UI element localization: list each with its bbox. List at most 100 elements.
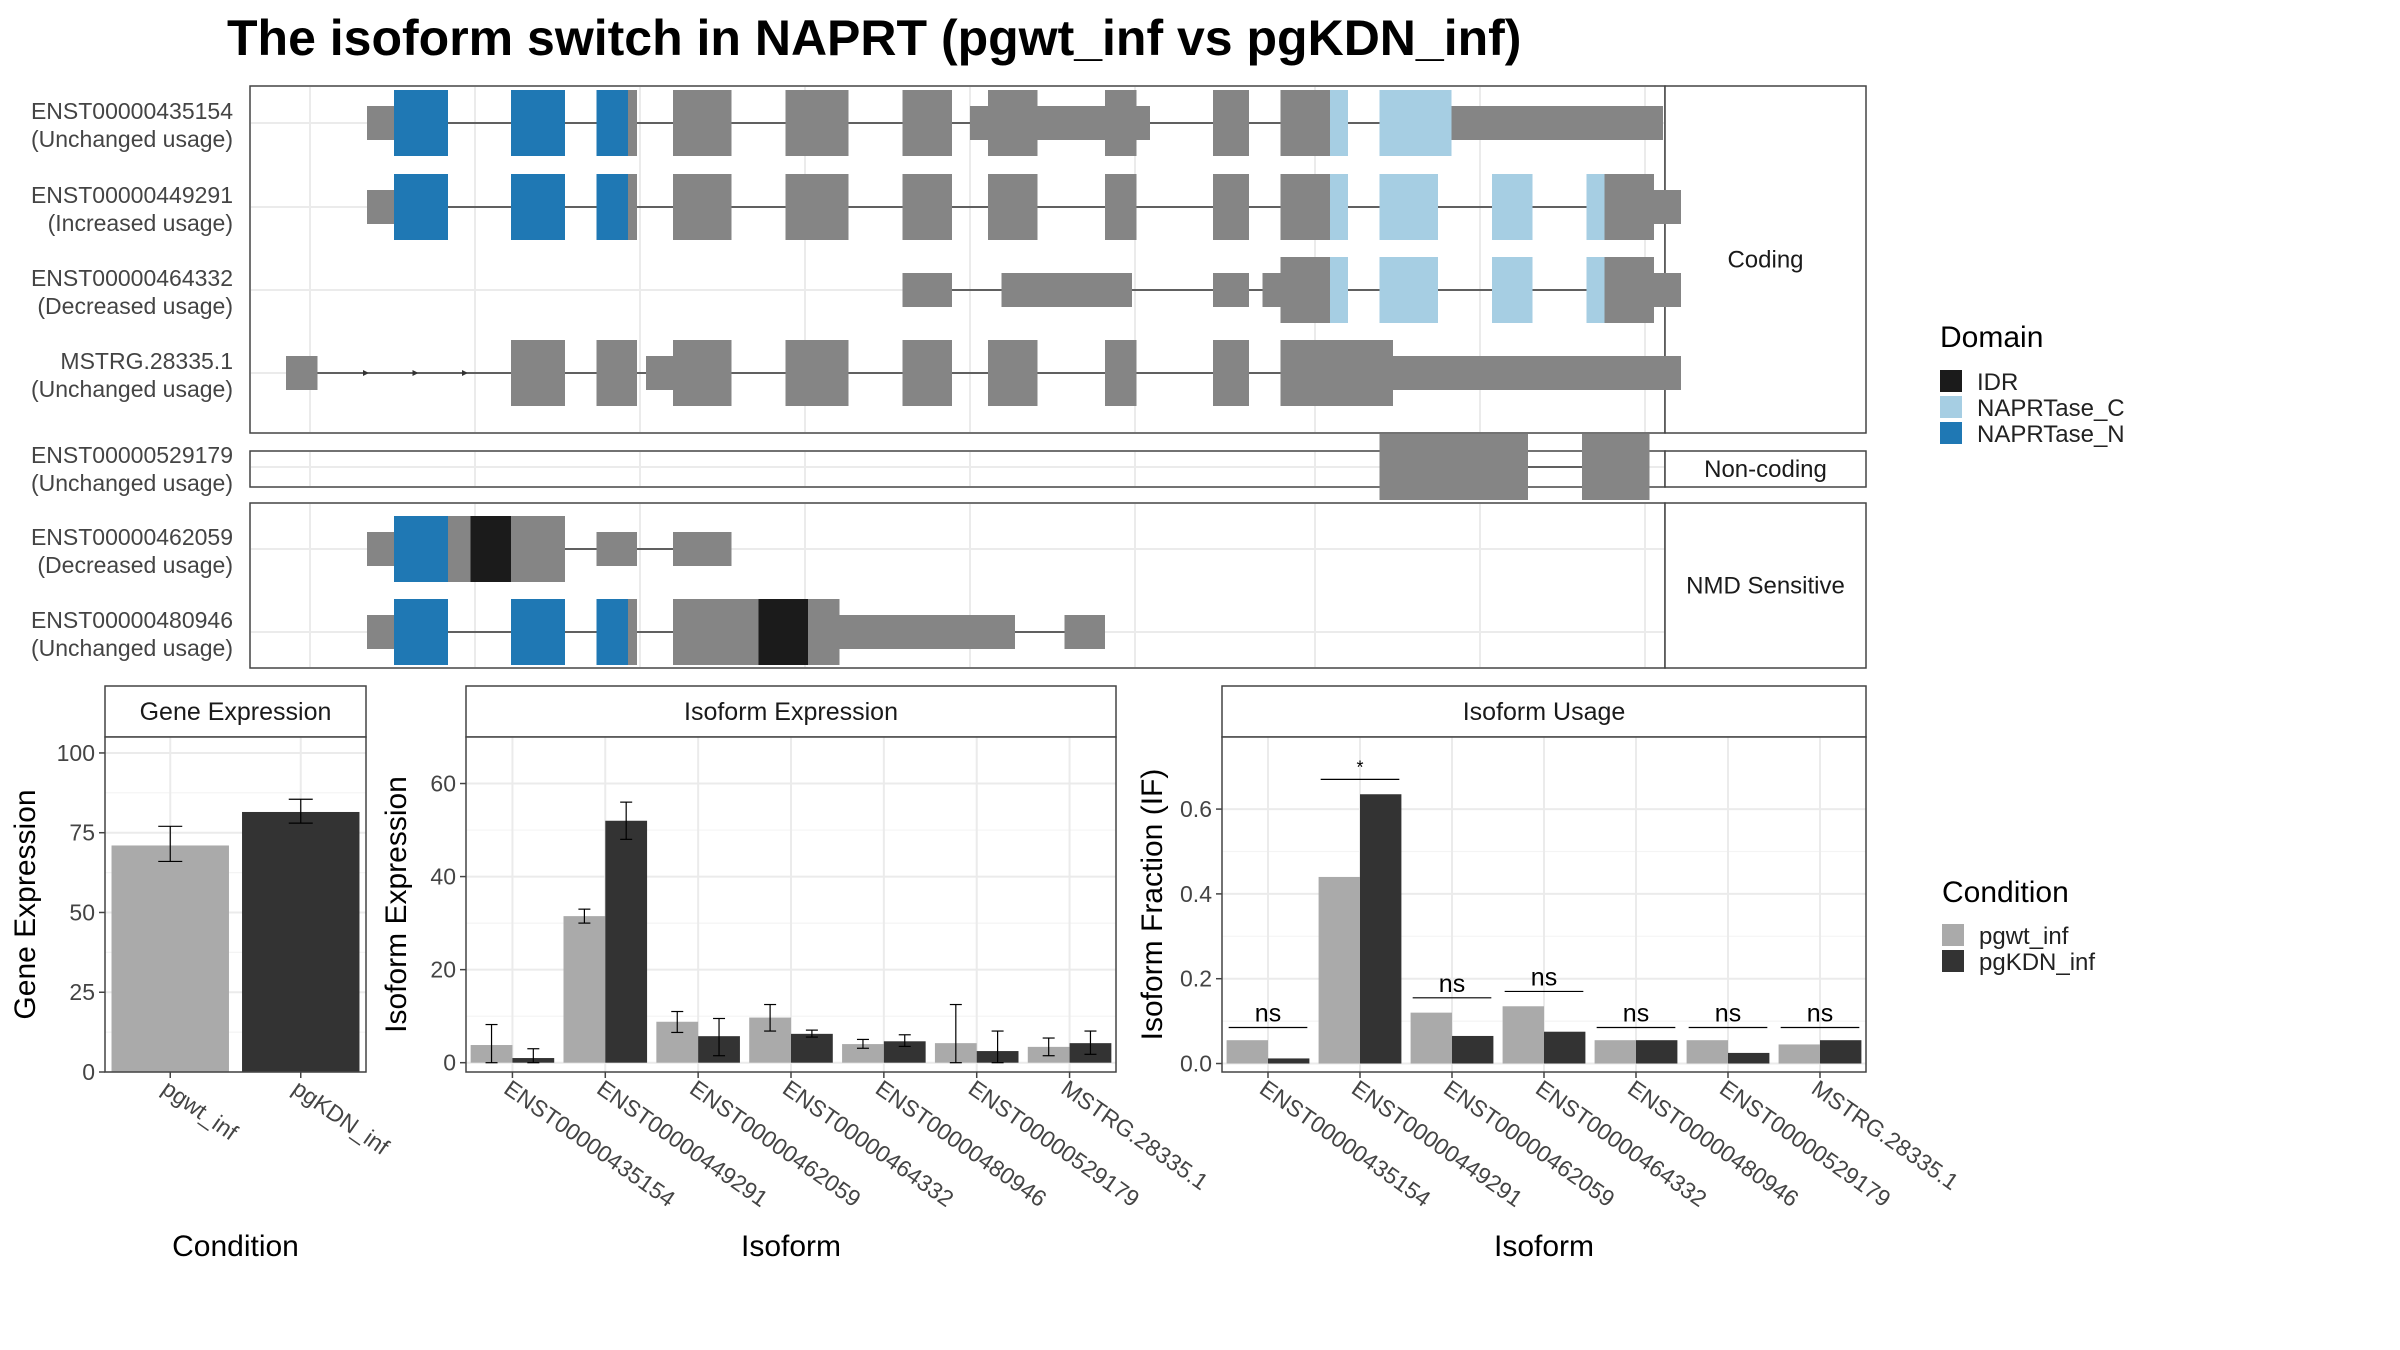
x-tick-label: ENST00000480946 — [871, 1075, 1051, 1212]
domain-block-NAPRTase_C — [1492, 174, 1533, 240]
domain-block-NAPRTase_N — [596, 599, 628, 665]
y-axis-title: Gene Expression — [9, 789, 42, 1019]
bar-pgwt_inf — [1594, 1040, 1636, 1064]
utr-block — [839, 615, 1015, 649]
transcript-usage: (Unchanged usage) — [31, 376, 233, 402]
facet-strip-label: NMD Sensitive — [1686, 573, 1845, 600]
transcript-id: ENST00000464332 — [31, 265, 233, 291]
utr-block — [1262, 273, 1281, 307]
bar-pgKDN_inf — [1728, 1052, 1770, 1064]
condition-legend-title: Condition — [1942, 876, 2069, 909]
exon-block — [1213, 174, 1249, 240]
domain-block-NAPRTase_N — [394, 90, 448, 156]
x-tick-label: ENST00000464332 — [1531, 1075, 1711, 1212]
exon-block — [628, 90, 637, 156]
exon-block — [673, 90, 732, 156]
bar-pgKDN_inf — [605, 820, 648, 1063]
exon-block — [448, 516, 471, 582]
transcript-id: ENST00000449291 — [31, 182, 233, 208]
exon-block — [1280, 340, 1393, 406]
domain-block-NAPRTase_N — [596, 90, 628, 156]
facet-strip-2 — [1664, 450, 1867, 488]
x-tick-label: ENST00000462059 — [685, 1075, 865, 1212]
x-tick-label: pgKDN_inf — [288, 1075, 395, 1160]
bar-pgKDN_inf — [1452, 1035, 1494, 1064]
exon-block — [1280, 174, 1330, 240]
y-tick-label: 0.6 — [1180, 796, 1212, 822]
bar-pgKDN_inf — [1268, 1058, 1310, 1064]
domain-block-IDR — [758, 599, 808, 665]
panel-strip — [1221, 685, 1867, 738]
exon-block — [511, 516, 565, 582]
domain-block-NAPRTase_N — [596, 174, 628, 240]
plot-frame — [104, 736, 367, 1073]
legend-key-pgKDN_inf — [1942, 950, 1964, 972]
significance-label: ns — [1531, 963, 1557, 991]
exon-block — [673, 174, 732, 240]
bar-pgwt_inf — [1318, 876, 1360, 1064]
legend-key-IDR — [1940, 370, 1962, 392]
utr-block — [1213, 273, 1249, 307]
domain-block-NAPRTase_C — [1379, 257, 1438, 323]
y-tick-label: 40 — [430, 864, 456, 890]
y-tick-label: 0.2 — [1180, 966, 1212, 992]
exon-block — [673, 340, 732, 406]
exon-block — [1213, 340, 1249, 406]
exon-block — [988, 90, 1038, 156]
panel-strip-label: Gene Expression — [140, 698, 332, 726]
utr-block — [902, 273, 952, 307]
bar-pgwt_inf — [842, 1044, 884, 1063]
bar-pgwt_inf — [1778, 1044, 1820, 1064]
y-tick-label: 75 — [69, 820, 95, 846]
x-tick-label: ENST00000462059 — [1439, 1075, 1619, 1212]
facet-strip-3 — [1664, 502, 1867, 669]
y-tick-label: 50 — [69, 899, 95, 925]
x-tick-label: ENST00000529179 — [964, 1075, 1144, 1212]
significance-label: ns — [1807, 999, 1833, 1027]
y-tick-label: 60 — [430, 771, 456, 797]
utr-block — [673, 532, 732, 566]
bar-pgKDN_inf — [1820, 1040, 1862, 1064]
exon-block — [785, 90, 849, 156]
utr-block — [596, 532, 637, 566]
exon-block — [628, 599, 637, 665]
x-tick-label: ENST00000435154 — [500, 1075, 681, 1212]
domain-block-NAPRTase_C — [1379, 90, 1452, 156]
domain-block-NAPRTase_C — [1330, 174, 1348, 240]
exon-block — [628, 174, 637, 240]
exon-block — [902, 340, 952, 406]
domain-block-NAPRTase_C — [1492, 257, 1533, 323]
utr-block — [1451, 106, 1663, 140]
facet-strip-label: Non-coding — [1704, 456, 1827, 483]
significance-label: ns — [1623, 999, 1649, 1027]
domain-block-NAPRTase_N — [394, 516, 448, 582]
transcript-id: MSTRG.28335.1 — [60, 348, 233, 374]
y-tick-label: 0.4 — [1180, 881, 1212, 907]
transcript-usage: (Decreased usage) — [37, 293, 233, 319]
exon-block — [902, 90, 952, 156]
legend-key-pgwt_inf — [1942, 924, 1964, 946]
x-tick-label: MSTRG.28335.1 — [1807, 1075, 1963, 1195]
bar-charts: Gene Expression 0 25 50 75 100 pgwt_inf pgKDN_i… — [9, 685, 1963, 1263]
exon-block — [785, 174, 849, 240]
legend-label: NAPRTase_N — [1977, 421, 2125, 448]
domain-block-NAPRTase_C — [1330, 90, 1348, 156]
strand-arrow — [412, 370, 419, 376]
significance-label: ns — [1255, 999, 1281, 1027]
transcript-id: ENST00000462059 — [31, 524, 233, 550]
bar-pgKDN_inf — [883, 1041, 926, 1063]
transcript-usage: (Unchanged usage) — [31, 126, 233, 152]
x-tick-label: ENST00000449291 — [1347, 1075, 1527, 1212]
x-tick-label: ENST00000529179 — [1715, 1075, 1895, 1212]
domain-block-NAPRTase_N — [394, 599, 448, 665]
x-tick-label: ENST00000480946 — [1623, 1075, 1803, 1212]
exon-block — [673, 599, 759, 665]
utr-block — [367, 615, 394, 649]
exon-block — [902, 174, 952, 240]
domain-legend-title: Domain — [1940, 321, 2043, 354]
legend-label: IDR — [1977, 369, 2018, 396]
bar-pgwt_inf — [111, 845, 229, 1072]
exon-block — [1604, 174, 1623, 240]
exon-block — [1213, 90, 1249, 156]
utr-block — [646, 356, 673, 390]
